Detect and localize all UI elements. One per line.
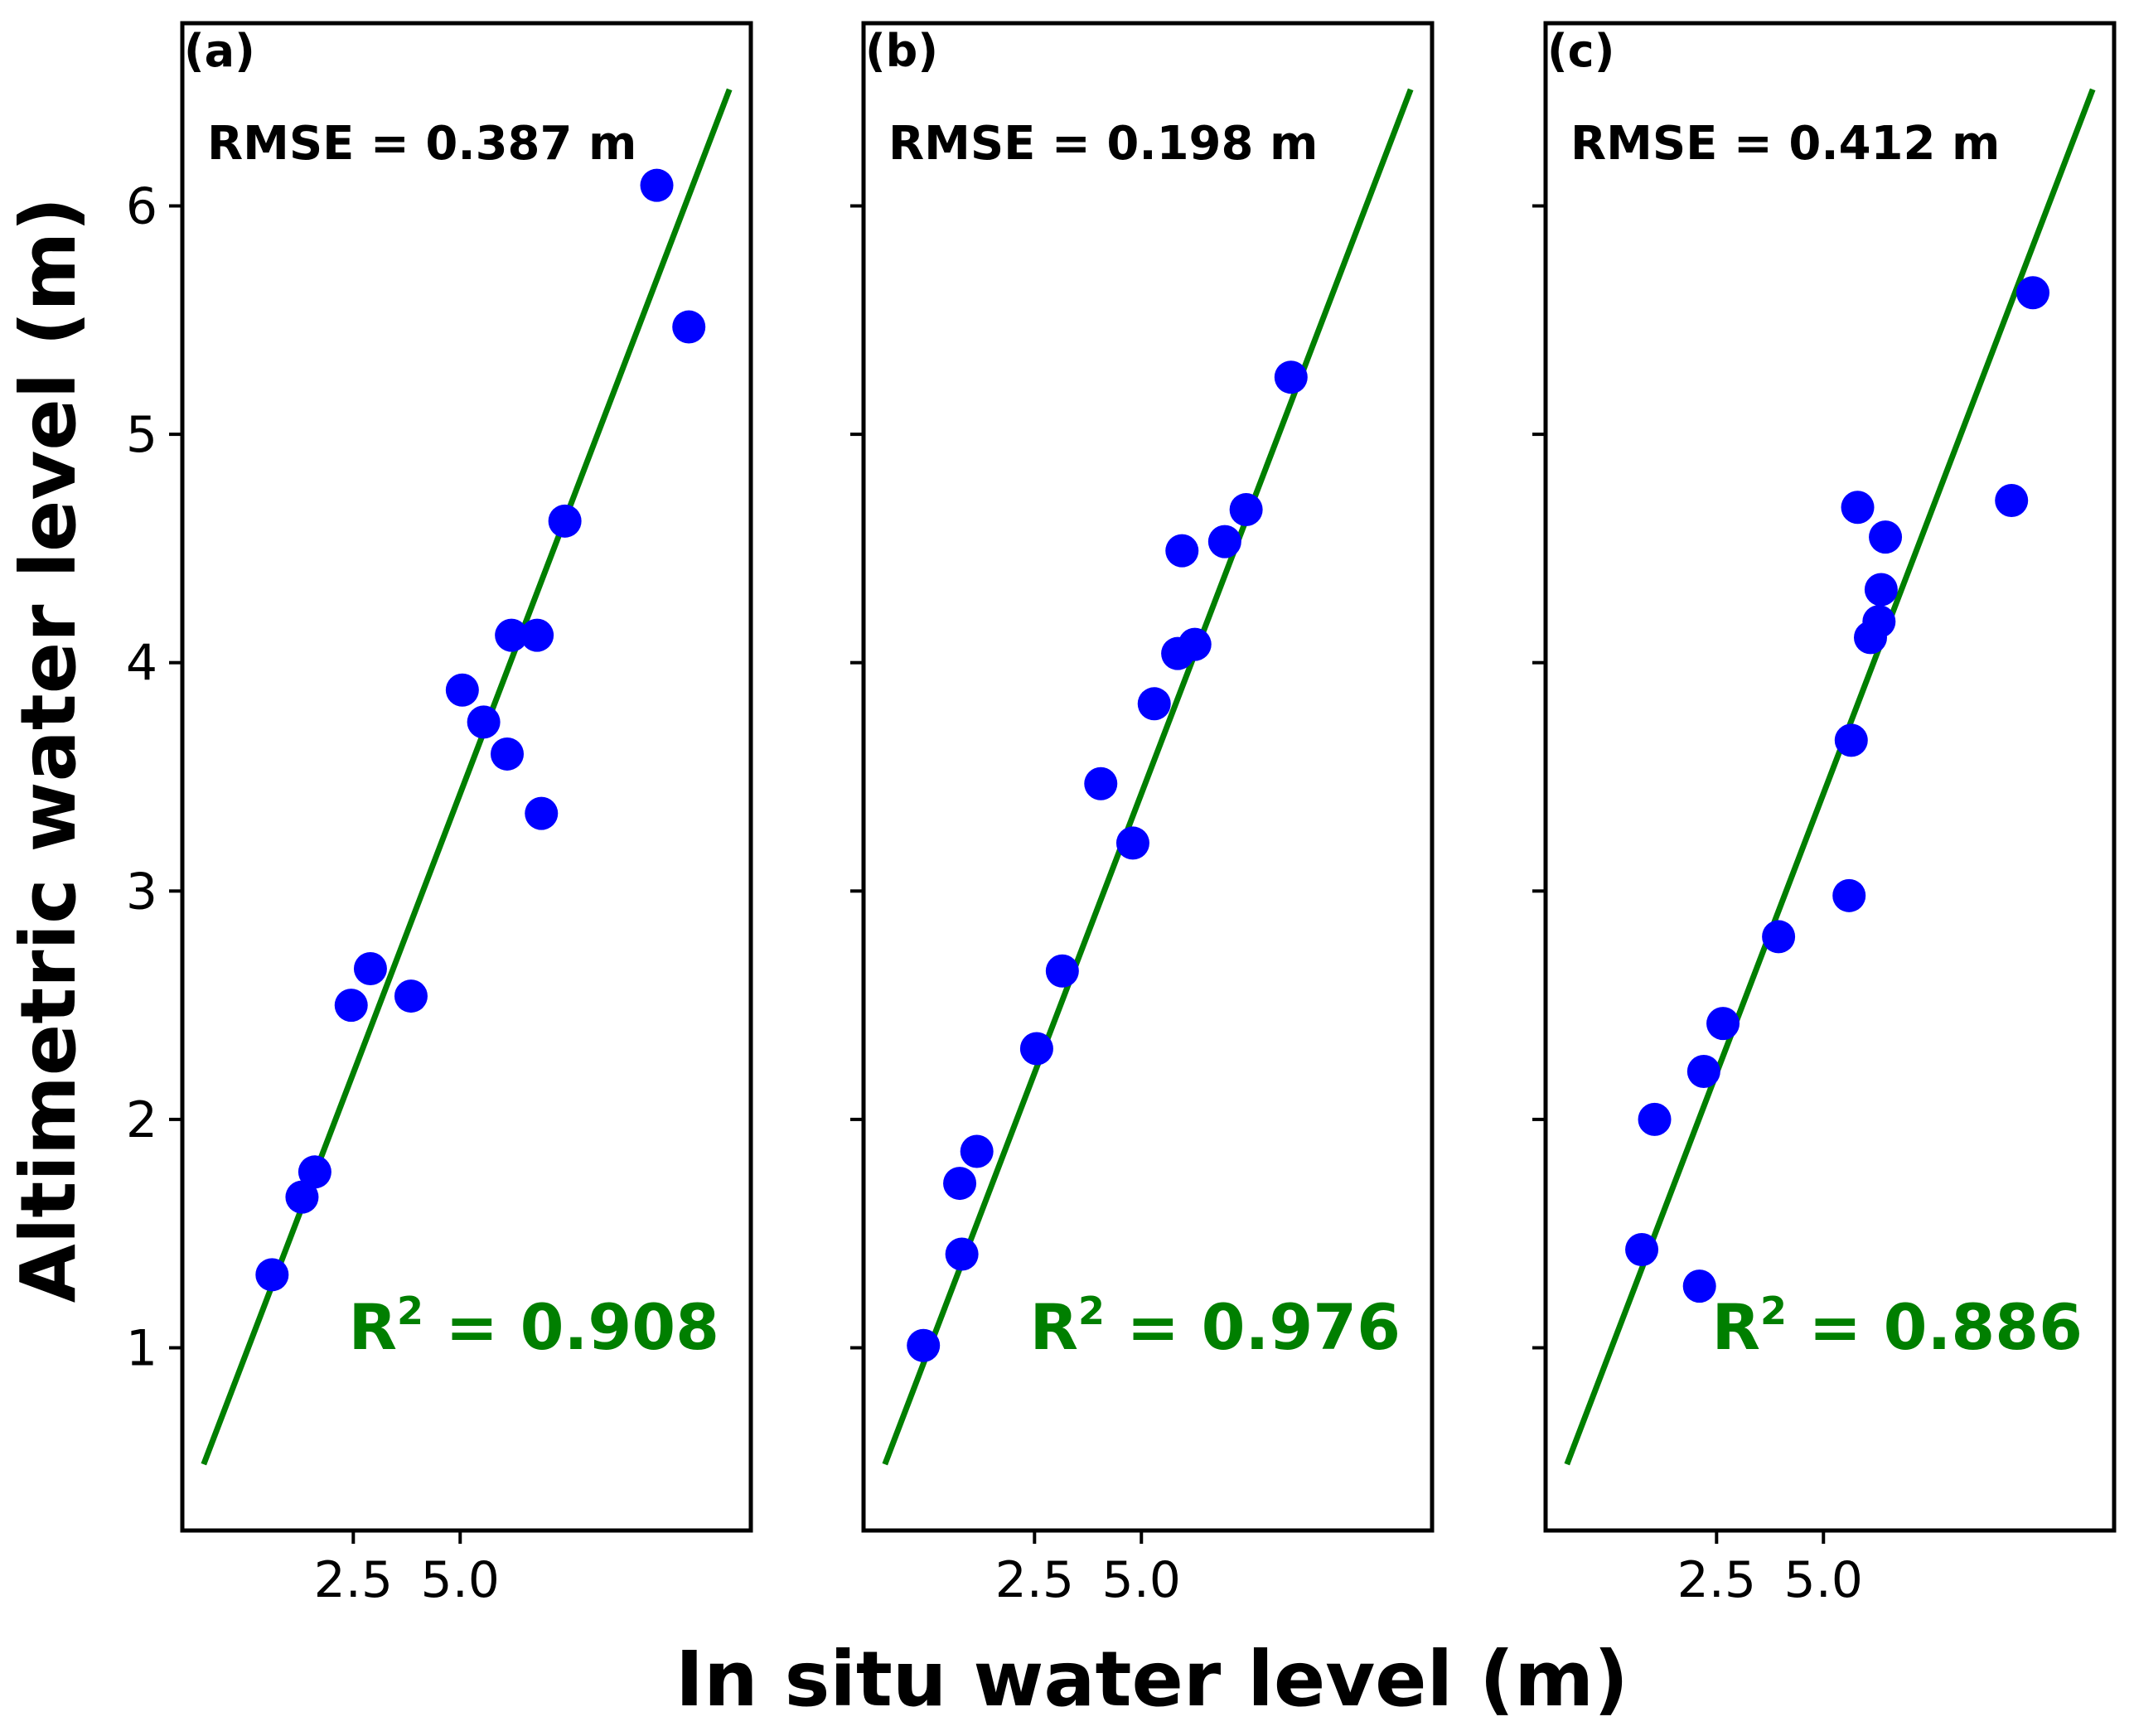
fit-line — [1564, 88, 2096, 1466]
data-point — [255, 1258, 289, 1292]
data-point — [495, 618, 529, 652]
x-tick-label: 5.0 — [1102, 1551, 1181, 1609]
x-tick-label: 2.5 — [314, 1551, 393, 1609]
data-point — [960, 1134, 994, 1168]
y-tick-label: 4 — [126, 635, 157, 693]
rmse-annotation: RMSE = 0.387 m — [207, 117, 636, 171]
data-point — [1274, 360, 1308, 394]
x-tick-label: 5.0 — [1784, 1551, 1863, 1609]
data-point — [520, 618, 554, 652]
data-point — [491, 737, 524, 771]
data-point — [1165, 534, 1199, 568]
data-point — [1019, 1032, 1053, 1066]
data-point — [1682, 1269, 1716, 1303]
r2-prefix: R — [348, 1290, 397, 1364]
data-point — [1229, 493, 1263, 527]
data-point — [1864, 573, 1898, 607]
data-point — [1706, 1007, 1740, 1041]
panel-label: (c) — [1547, 25, 1614, 77]
data-point — [640, 168, 674, 202]
plot-frame — [861, 21, 1435, 1533]
data-point — [1686, 1055, 1720, 1089]
data-point — [1045, 954, 1079, 988]
y-tick-label: 1 — [126, 1320, 157, 1378]
fit-line — [882, 88, 1414, 1466]
panel-label: (a) — [184, 25, 255, 77]
data-point — [943, 1167, 977, 1201]
data-point — [1137, 687, 1171, 721]
rmse-annotation: RMSE = 0.198 m — [888, 117, 1318, 171]
data-point — [2016, 276, 2049, 310]
x-tick-label: 2.5 — [995, 1551, 1074, 1609]
y-tick-label: 2 — [126, 1091, 157, 1149]
r2-annotation: R2 = 0.976 — [1029, 1289, 1401, 1364]
data-point — [1862, 605, 1896, 639]
r2-prefix: R — [1029, 1290, 1078, 1364]
data-point — [298, 1155, 331, 1189]
data-point — [1625, 1233, 1659, 1267]
r2-superscript: 2 — [1078, 1289, 1105, 1333]
r2-annotation: R2 = 0.908 — [348, 1289, 719, 1364]
y-tick-label: 5 — [126, 406, 157, 464]
data-point — [394, 979, 428, 1013]
data-point — [1869, 520, 1903, 554]
data-point — [1115, 826, 1149, 860]
r2-prefix: R — [1711, 1290, 1760, 1364]
x-tick-label: 5.0 — [421, 1551, 500, 1609]
panel-b: 2.5 5.0 (b) RMSE = 0.198 m R2 = 0.976 — [850, 21, 1435, 1609]
r2-value: = 0.886 — [1787, 1290, 2083, 1364]
data-point — [548, 504, 582, 538]
r2-superscript: 2 — [397, 1289, 423, 1333]
data-point — [285, 1180, 319, 1214]
r2-superscript: 2 — [1760, 1289, 1787, 1333]
data-point — [467, 705, 501, 739]
y-tick-label: 6 — [126, 177, 157, 235]
r2-value: = 0.908 — [423, 1290, 719, 1364]
data-point — [907, 1328, 941, 1362]
data-point — [1834, 723, 1868, 757]
data-point — [1832, 878, 1866, 912]
x-tick-label: 2.5 — [1677, 1551, 1756, 1609]
data-point — [525, 796, 559, 830]
data-point — [1841, 491, 1875, 525]
fit-line — [201, 88, 733, 1466]
data-point — [1995, 484, 2029, 518]
data-point — [672, 310, 706, 344]
r2-annotation: R2 = 0.886 — [1711, 1289, 2083, 1364]
data-point — [1084, 766, 1118, 800]
panel-c: 2.5 5.0 (c) RMSE = 0.412 m R2 = 0.886 — [1532, 21, 2117, 1609]
data-point — [1178, 627, 1212, 661]
data-point — [1762, 920, 1796, 954]
data-point — [945, 1237, 979, 1271]
data-point — [334, 989, 368, 1023]
r2-value: = 0.976 — [1105, 1290, 1401, 1364]
y-axis-label: Altimetric water level (m) — [4, 197, 93, 1303]
data-point — [1638, 1102, 1672, 1136]
y-tick-label: 3 — [126, 863, 157, 921]
data-point — [1207, 525, 1241, 559]
data-point — [445, 673, 479, 707]
data-point — [353, 952, 387, 986]
plot-frame — [1543, 21, 2117, 1533]
plot-frame — [180, 21, 753, 1533]
x-axis-label: In situ water level (m) — [675, 1635, 1628, 1724]
rmse-annotation: RMSE = 0.412 m — [1570, 117, 2000, 171]
panel-label: (b) — [865, 25, 938, 77]
